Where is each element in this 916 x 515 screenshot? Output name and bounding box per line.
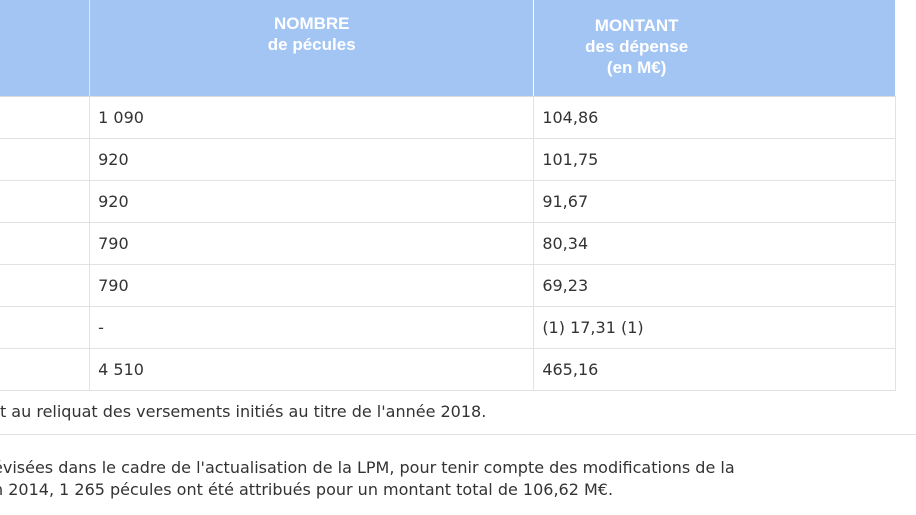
header-nombre-line2: de pécules	[267, 35, 356, 54]
paragraph-line: évisées dans le cadre de l'actualisation…	[0, 458, 735, 477]
header-cell-nombre: NOMBRE de pécules	[89, 0, 535, 97]
montant-cell: 101,75	[533, 138, 896, 181]
header-nombre-line1: NOMBRE	[273, 14, 350, 33]
row-label-cell	[0, 138, 91, 181]
table-row-total: 4 510 465,16	[0, 348, 896, 391]
nombre-cell: 920	[89, 138, 535, 181]
table-row: 790 80,34	[0, 222, 896, 265]
montant-cell: 91,67	[533, 180, 896, 223]
montant-cell: 465,16	[533, 348, 896, 391]
nombre-cell: 920	[89, 180, 535, 223]
montant-cell: 80,34	[533, 222, 896, 265]
table-row: 920 101,75	[0, 138, 896, 181]
header-cell-montant: MONTANT des dépense (en M€)	[533, 0, 896, 97]
row-label-cell	[0, 96, 91, 139]
row-label-cell	[0, 306, 91, 349]
montant-cell: (1) 17,31 (1)	[533, 306, 896, 349]
montant-cell: 104,86	[533, 96, 896, 139]
table-row: - (1) 17,31 (1)	[0, 306, 896, 349]
header-montant-line2: des dépense	[585, 36, 689, 56]
table-row: 920 91,67	[0, 180, 896, 223]
nombre-cell: -	[89, 306, 535, 349]
table-header-row: NOMBRE de pécules MONTANT des dépense (e…	[0, 0, 896, 97]
paragraph-line: n 2014, 1 265 pécules ont été attribués …	[0, 480, 614, 499]
nombre-cell: 4 510	[89, 348, 535, 391]
table-footnote: ant au reliquat des versements initiés a…	[0, 402, 487, 421]
row-label-cell	[0, 348, 91, 391]
table-row: 790 69,23	[0, 264, 896, 307]
nombre-cell: 790	[89, 222, 535, 265]
table-row: 1 090 104,86	[0, 96, 896, 139]
pecules-table: NOMBRE de pécules MONTANT des dépense (e…	[0, 0, 896, 391]
table-footnote-row: ant au reliquat des versements initiés a…	[0, 393, 916, 435]
header-montant-line3: (en M€)	[606, 57, 667, 77]
row-label-cell	[0, 264, 91, 307]
header-cell-label	[0, 0, 91, 97]
row-label-cell	[0, 180, 91, 223]
montant-cell: 69,23	[533, 264, 896, 307]
nombre-cell: 1 090	[89, 96, 535, 139]
header-montant-line1: MONTANT	[594, 15, 679, 35]
body-paragraph: évisées dans le cadre de l'actualisation…	[0, 457, 735, 501]
nombre-cell: 790	[89, 264, 535, 307]
row-label-cell	[0, 222, 91, 265]
